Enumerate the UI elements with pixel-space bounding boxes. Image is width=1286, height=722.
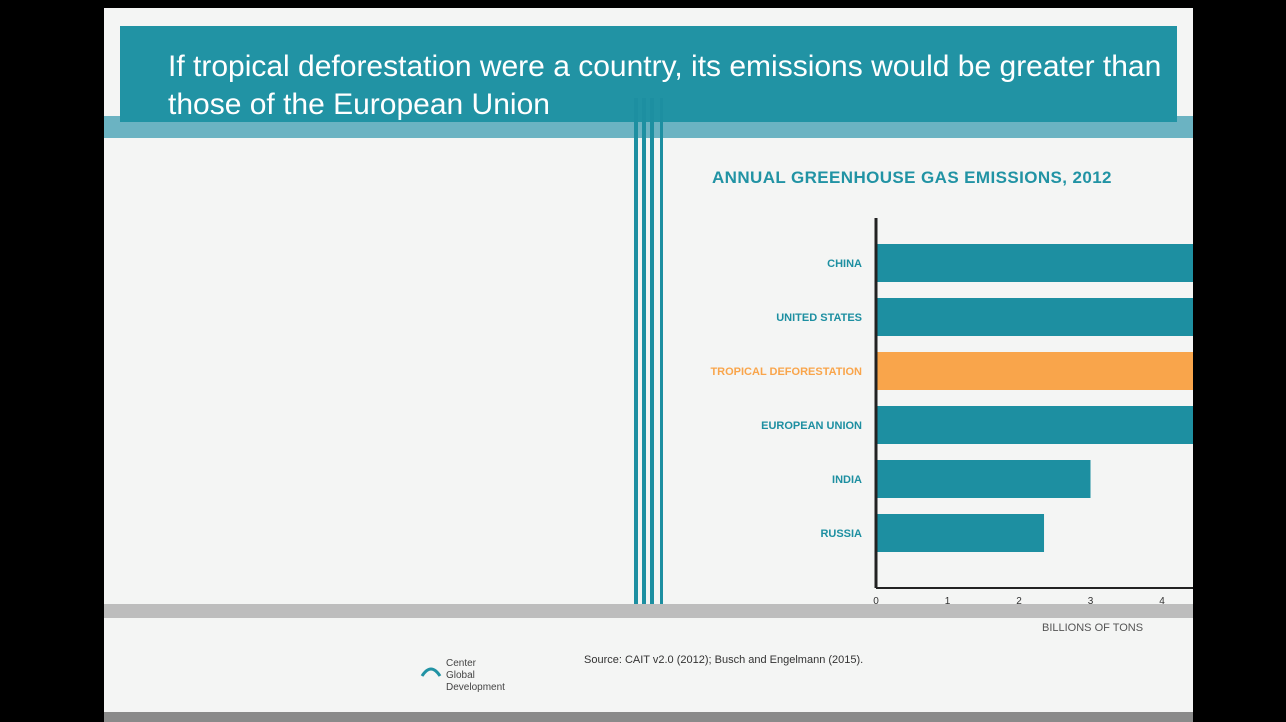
x-tick-label-2: 2 bbox=[1016, 596, 1022, 607]
bar-european-union bbox=[876, 406, 1193, 444]
bar-tropical-deforestation bbox=[876, 352, 1193, 390]
category-label-china: CHINA bbox=[827, 258, 862, 270]
bar-united-states bbox=[876, 298, 1193, 336]
footer-band bbox=[104, 604, 1193, 618]
category-label-russia: RUSSIA bbox=[820, 528, 862, 540]
category-label-india: INDIA bbox=[832, 474, 862, 486]
infographic-page: If tropical deforestation were a country… bbox=[104, 8, 1193, 722]
category-label-european-union: EUROPEAN UNION bbox=[761, 420, 862, 432]
chart-title: ANNUAL GREENHOUSE GAS EMISSIONS, 2012 bbox=[712, 168, 1112, 187]
category-label-united-states: UNITED STATES bbox=[776, 312, 862, 324]
banner-title: If tropical deforestation were a country… bbox=[168, 50, 1162, 121]
logo-icon bbox=[420, 667, 442, 677]
source-note: Source: CAIT v2.0 (2012); Busch and Enge… bbox=[584, 654, 864, 666]
left-panel bbox=[104, 138, 636, 608]
x-tick-label-0: 0 bbox=[873, 596, 879, 607]
logo-line-1: Center bbox=[446, 658, 477, 669]
logo-line-2: Global bbox=[446, 670, 475, 681]
x-tick-label-1: 1 bbox=[945, 596, 951, 607]
bar-india bbox=[876, 460, 1091, 498]
logo-line-3: Development bbox=[446, 682, 505, 693]
title-banner: If tropical deforestation were a country… bbox=[120, 26, 1177, 122]
emissions-chart: CHINA UNITED STATES TROPICAL DEFORESTATION… bbox=[710, 218, 1193, 607]
panel-divider bbox=[634, 98, 666, 608]
x-tick-label-3: 3 bbox=[1088, 596, 1094, 607]
x-axis-label: BILLIONS OF TONS bbox=[1042, 622, 1144, 634]
cgd-logo: Center Global Development bbox=[420, 658, 540, 698]
bar-russia bbox=[876, 514, 1045, 552]
bottom-band bbox=[104, 712, 1193, 722]
bar-china bbox=[876, 244, 1193, 282]
category-label-tropical-deforestation: TROPICAL DEFORESTATION bbox=[710, 366, 862, 378]
x-tick-label-4: 4 bbox=[1159, 596, 1165, 607]
